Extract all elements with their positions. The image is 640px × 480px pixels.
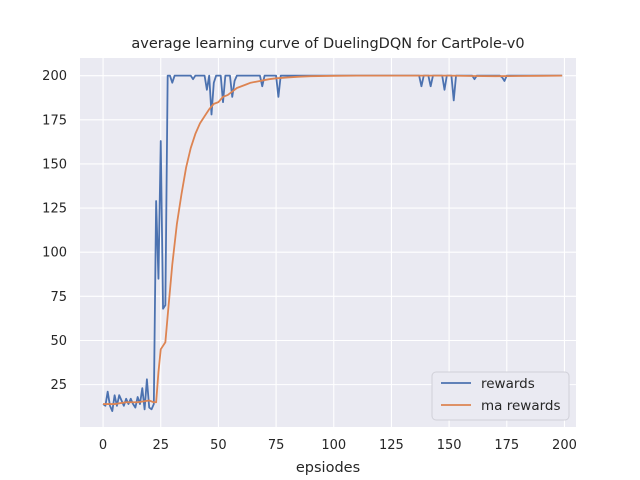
chart-title: average learning curve of DuelingDQN for… [131,36,524,52]
y-tick-label: 175 [42,113,67,128]
y-tick-label: 50 [50,334,67,349]
x-tick-label: 75 [268,438,285,453]
y-tick-label: 125 [42,202,67,217]
series-line-ma-rewards [103,74,563,405]
legend-label-ma-rewards: ma rewards [481,398,561,414]
x-tick-label: 100 [321,438,346,453]
x-tick-label: 0 [99,438,107,453]
legend: rewards ma rewards [431,371,570,421]
x-tick-label: 150 [437,438,462,453]
y-tick-label: 25 [50,378,67,393]
x-tick-label: 25 [152,438,169,453]
x-tick-label: 200 [552,438,577,453]
legend-box [431,371,570,421]
x-tick-label: 50 [210,438,227,453]
legend-label-rewards: rewards [481,376,535,392]
x-tick-label: 125 [379,438,404,453]
y-tick-label: 200 [42,69,67,84]
x-axis-ticks: 0 25 50 75 100 125 150 175 200 [99,438,577,453]
y-axis-ticks: 25 50 75 100 125 150 175 200 [42,69,67,393]
series-lines [102,74,563,413]
y-tick-label: 100 [42,246,67,261]
x-tick-label: 175 [494,438,519,453]
x-axis-label: epsiodes [296,460,360,476]
y-tick-label: 150 [42,157,67,172]
y-tick-label: 75 [50,290,67,305]
